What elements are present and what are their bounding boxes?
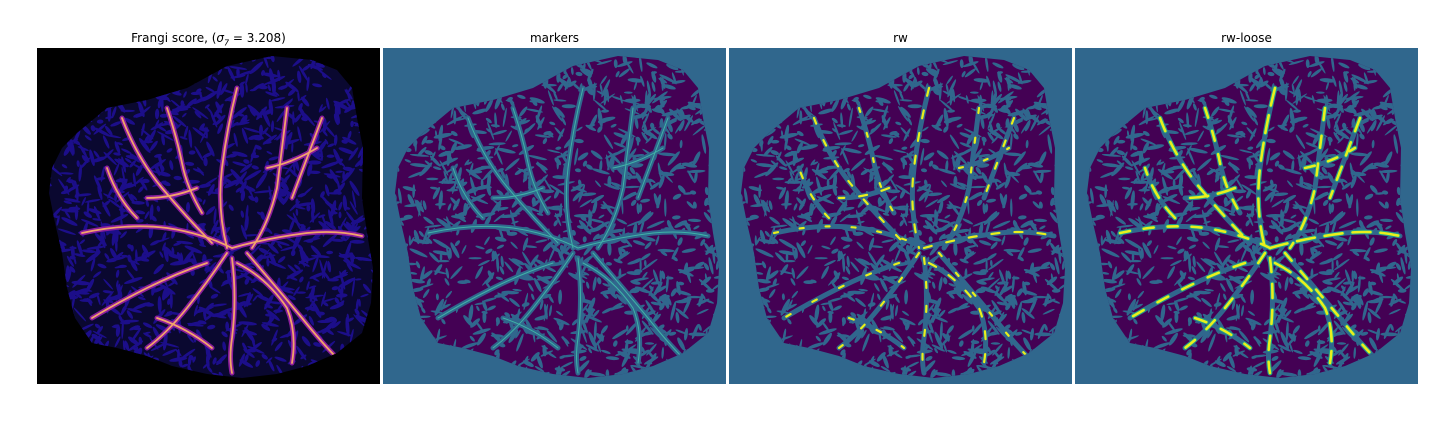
rw-loose-highlights-segment [1203,106,1242,215]
rw-loose-highlights-segment [1158,116,1252,245]
rw-highlights-segment [837,186,891,200]
marker-lines-segment [502,317,559,349]
panel-title-rw-loose: rw-loose [1221,31,1272,45]
rw-highlights [772,86,1056,375]
vessel-core-segment [91,262,208,319]
panel-title-frangi: Frangi score, (σ7 = 3.208) [131,31,286,48]
vessel-core-segment [106,167,138,219]
rw-loose-image [1075,48,1418,384]
marker-lines-segment [612,147,664,169]
rw-loose-highlights-segment [1273,261,1333,365]
vessel-region-segment [1255,85,1278,251]
rw-highlights-segment [957,146,1011,170]
panel-rw-loose-image [1075,48,1418,384]
marker-lines-segment [582,262,641,364]
marker-lines-segment [576,257,581,374]
rw-loose-highlights-segment [1268,230,1402,250]
vessel-core-segment [236,262,295,364]
rw-loose-highlights-segment [1328,116,1362,200]
marker-lines-segment [512,107,549,214]
panel-markers-image [383,48,726,384]
rw-highlights-segment [847,316,906,350]
marker-lines-segment [452,167,484,219]
rw-image [729,48,1072,384]
vessel-core-segment [291,117,323,199]
marker-lines-segment [467,117,559,244]
markers-image [383,48,726,384]
vessel-core-segment [219,87,238,249]
rw-highlights-segment [782,261,901,320]
rw-loose-highlights-segment [1118,225,1272,250]
panel-rw-image [729,48,1072,384]
rw-loose-highlights-segment [1128,261,1247,320]
rw-loose-highlights-segment [1283,251,1377,360]
rw-highlights-segment [797,166,831,220]
vessel-core-segment [231,231,363,249]
marker-lines [427,87,709,374]
vessel-core-segment [146,252,228,349]
rw-highlights-segment [812,116,906,245]
panel-title-markers: markers [529,31,580,45]
vessel-core-segment [266,147,318,169]
marker-lines-segment [592,252,684,359]
marker-lines-segment [437,262,554,319]
rw-loose-highlights [1118,86,1402,375]
panel-title-rw: rw [893,31,908,45]
vessel-core [81,87,363,374]
panel-frangi-image [37,48,380,384]
rw-loose-highlights-segment [1183,186,1237,200]
vessel-region-segment [920,255,929,376]
marker-lines-segment [565,87,584,249]
marker-lines-segment [492,252,574,349]
marker-lines-segment [577,231,709,249]
marker-lines-segment [427,225,579,249]
rw-highlights-segment [922,230,1056,250]
rw-highlights-segment [772,225,926,250]
rw-highlights-segment [857,106,896,215]
rw-loose-highlights-segment [1267,256,1274,375]
vessel-core-segment [166,107,203,214]
rw-loose-highlights-segment [1143,166,1177,220]
vessel-region-segment [936,250,1032,361]
vessel-core-segment [229,257,236,374]
marker-lines-segment [637,117,669,199]
vessel-core-segment [251,107,288,249]
rw-loose-highlights-segment [1303,146,1357,170]
vessel-core-segment [121,117,213,244]
vessel-region-segment [941,105,982,251]
vessel-core-segment [246,252,338,359]
frangi-score-image [37,48,380,384]
vessel-core-segment [156,317,213,349]
rw-loose-highlights-segment [1183,251,1267,350]
rw-loose-highlights-segment [1193,316,1252,350]
vessel-region-segment [1287,105,1328,251]
rw-highlights-segment [927,261,987,365]
rw-highlights-segment [911,86,931,250]
vessel-region-segment [836,250,922,351]
vessel-core-segment [81,225,233,249]
marker-lines-segment [492,187,544,199]
vessel-core-segment [146,187,198,199]
marker-lines-segment [597,107,634,249]
rw-highlights-segment [982,116,1016,200]
